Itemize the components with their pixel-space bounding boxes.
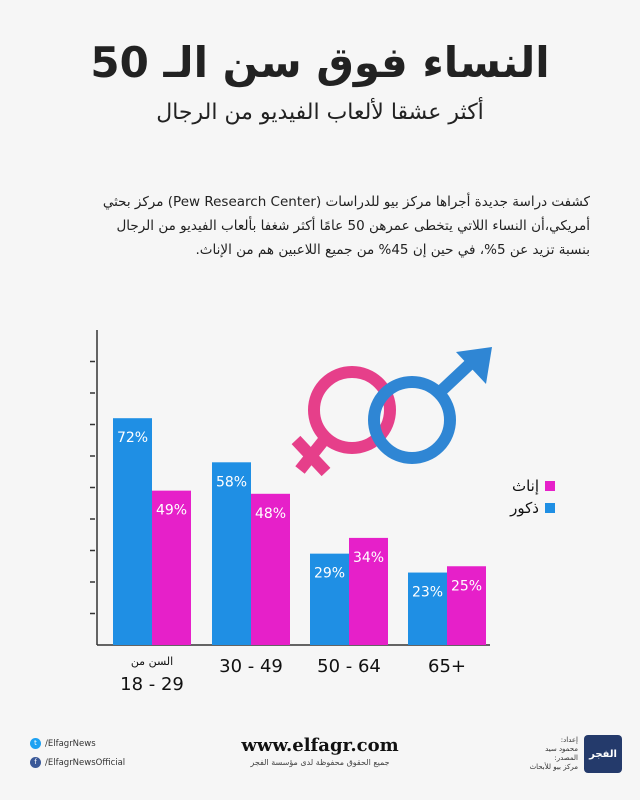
- intro-paragraph: كشفت دراسة جديدة أجراها مركز بيو للدراسا…: [102, 194, 590, 258]
- bar-male: [212, 462, 251, 645]
- legend-item-female: إناث: [495, 475, 555, 497]
- x-tick-label: السن من: [131, 655, 173, 668]
- gender-symbols-icon: [291, 347, 492, 477]
- page-subtitle: أكثر عشقا لألعاب الفيديو من الرجال: [156, 100, 484, 125]
- copyright-text: جميع الحقوق محفوظة لدى مؤسسة الفجر: [250, 758, 390, 767]
- footer-brand: www.elfagr.com جميع الحقوق محفوظة لدى مؤ…: [200, 735, 440, 767]
- bar-value-label: 23%: [412, 585, 443, 601]
- x-tick-label: 65+: [428, 656, 466, 677]
- legend-item-male: ذكور: [495, 497, 555, 519]
- bar-male: [408, 572, 447, 645]
- bar-female: [152, 490, 191, 645]
- female-symbol-icon: [291, 366, 396, 477]
- legend-label-female: إناث: [511, 477, 539, 495]
- legend-swatch-female: [545, 481, 555, 491]
- facebook-handle: /ElfagrNewsOfficial: [45, 757, 126, 768]
- footer-credits: الفجر إعداد: محمود سيد المصدر: مركز بيو …: [522, 735, 622, 773]
- elfagr-logo-icon: الفجر: [584, 735, 622, 773]
- social-links: t /ElfagrNews f /ElfagrNewsOfficial: [30, 738, 125, 776]
- twitter-icon: t: [30, 738, 41, 749]
- male-symbol-icon: [368, 347, 492, 464]
- bar-value-label: 49%: [156, 503, 187, 519]
- bar-female: [349, 537, 388, 645]
- bar-female: [447, 566, 486, 645]
- page-title: النساء فوق سن الـ 50: [90, 38, 550, 87]
- legend-label-male: ذكور: [510, 499, 539, 517]
- facebook-icon: f: [30, 757, 41, 768]
- bar-value-label: 25%: [451, 578, 482, 594]
- bar-male: [310, 553, 349, 645]
- x-tick-label: 30 - 49: [219, 656, 283, 677]
- facebook-link[interactable]: f /ElfagrNewsOfficial: [30, 757, 125, 768]
- credits-text: إعداد: محمود سيد المصدر: مركز بيو للأبحا…: [529, 736, 578, 771]
- bar-value-label: 58%: [216, 474, 247, 490]
- bar-female: [251, 493, 290, 645]
- bar-value-label: 29%: [314, 566, 345, 582]
- x-tick-label: 50 - 64: [317, 656, 381, 677]
- site-url[interactable]: www.elfagr.com: [241, 735, 399, 756]
- bar-value-label: 72%: [117, 430, 148, 446]
- bar-male: [113, 418, 152, 645]
- x-tick-label: 18 - 29: [120, 674, 184, 695]
- bar-value-label: 34%: [353, 550, 384, 566]
- bar-value-label: 48%: [255, 506, 286, 522]
- twitter-link[interactable]: t /ElfagrNews: [30, 738, 125, 749]
- legend-swatch-male: [545, 503, 555, 513]
- twitter-handle: /ElfagrNews: [45, 738, 96, 749]
- chart-legend: إناث ذكور: [495, 475, 555, 519]
